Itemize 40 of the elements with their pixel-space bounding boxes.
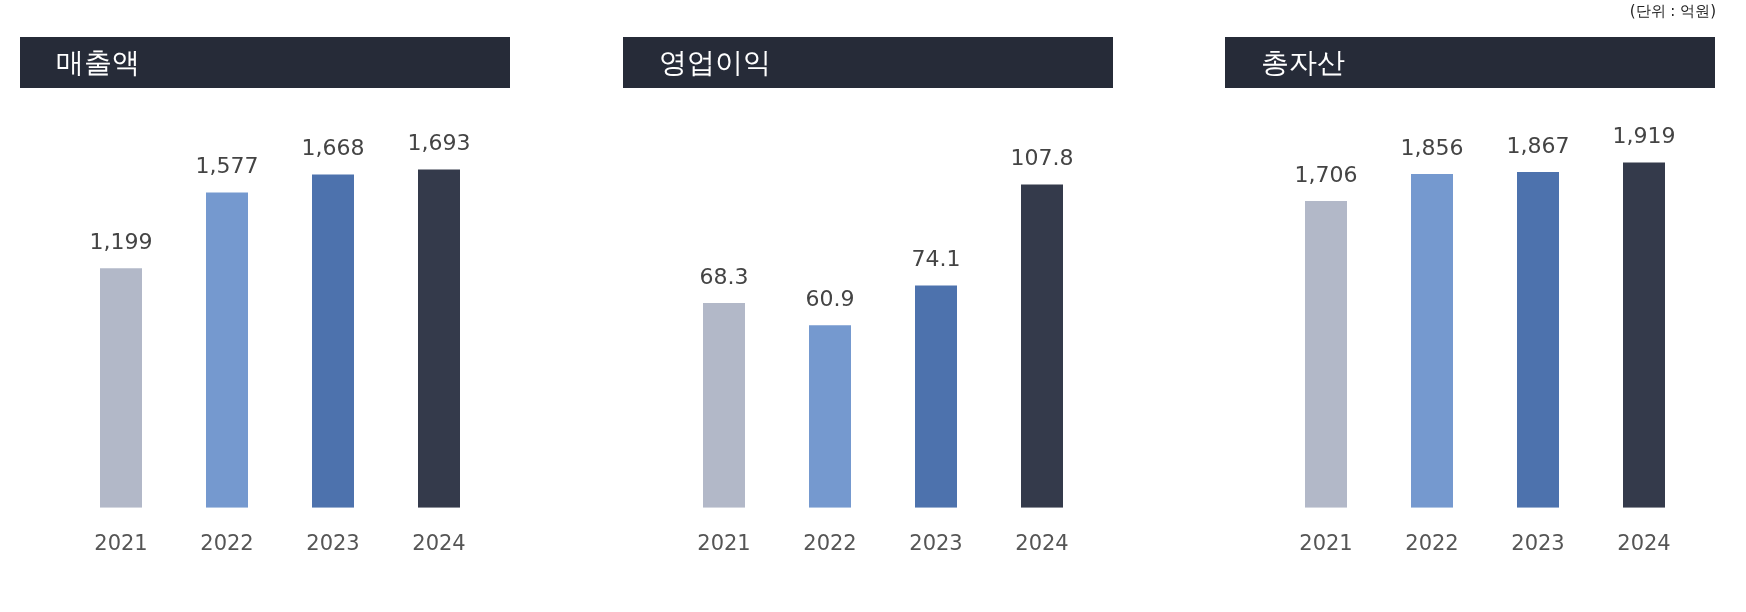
data-label: 68.3 [699, 263, 749, 289]
bar [418, 169, 460, 508]
bar [312, 174, 354, 508]
x-tick-label: 2021 [697, 530, 751, 555]
bar [703, 303, 745, 508]
x-tick-label: 2024 [412, 530, 466, 555]
bar [206, 192, 248, 508]
data-label: 1,577 [195, 153, 259, 179]
bar [1517, 171, 1559, 508]
bar [915, 285, 957, 508]
bar [1411, 173, 1453, 508]
data-label: 1,668 [301, 135, 365, 161]
x-tick-label: 2022 [803, 530, 857, 555]
data-label: 1,199 [89, 228, 153, 254]
bar [809, 325, 851, 508]
bar [1623, 162, 1665, 508]
bar [100, 268, 142, 508]
x-tick-label: 2024 [1617, 530, 1671, 555]
data-label: 1,856 [1400, 134, 1464, 160]
chart-title: 영업이익 [623, 37, 1113, 88]
data-label: 107.8 [1010, 145, 1074, 171]
data-label: 1,706 [1294, 161, 1358, 187]
bar [1021, 184, 1063, 508]
text: (단위 : 억원) [1629, 2, 1716, 21]
x-tick-label: 2023 [909, 530, 963, 555]
x-tick-label: 2021 [1299, 530, 1353, 555]
x-tick-label: 2022 [1405, 530, 1459, 555]
data-label: 1,693 [407, 130, 471, 156]
data-label: 60.9 [805, 285, 855, 311]
data-label: 1,919 [1612, 123, 1676, 149]
x-tick-label: 2023 [306, 530, 360, 555]
data-label: 74.1 [911, 246, 961, 272]
x-tick-label: 2021 [94, 530, 148, 555]
chart-title: 총자산 [1225, 37, 1715, 88]
data-label: 1,867 [1506, 132, 1570, 158]
x-tick-label: 2022 [200, 530, 254, 555]
x-tick-label: 2023 [1511, 530, 1565, 555]
chart-title: 매출액 [20, 37, 510, 88]
bar [1305, 200, 1347, 508]
x-tick-label: 2024 [1015, 530, 1069, 555]
